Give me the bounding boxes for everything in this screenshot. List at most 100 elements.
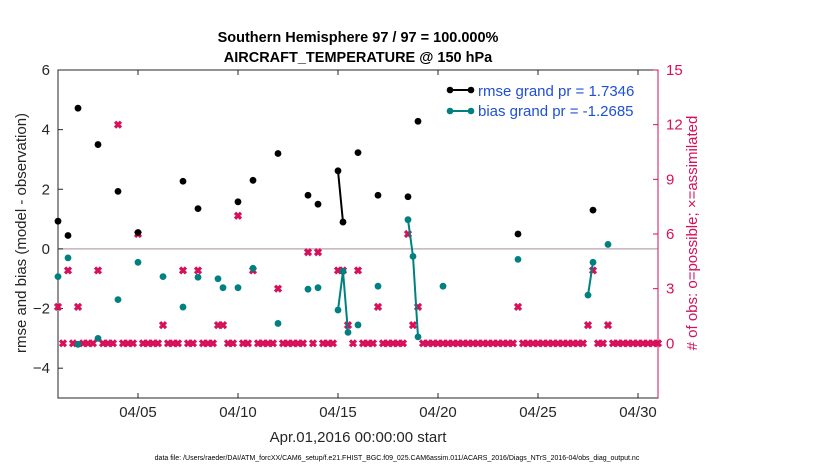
footer-datafile: data file: /Users/raeder/DAI/ATM_forcXX/… <box>155 455 640 462</box>
obs-count-marker <box>508 339 518 348</box>
obs-count-marker <box>228 339 238 348</box>
y-tick-label-left: −4 <box>33 360 50 377</box>
obs-count-marker <box>328 339 338 348</box>
rmse-point <box>404 193 412 201</box>
rmse-point <box>194 205 202 213</box>
chart-title: Southern Hemisphere 97 / 97 = 100.000% <box>218 30 499 46</box>
rmse-point <box>304 191 312 199</box>
bias-point <box>54 273 62 281</box>
x-tick-label: 04/15 <box>319 404 357 421</box>
bias-point <box>304 285 312 293</box>
rmse-point <box>94 141 102 148</box>
y-tick-label-right: 0 <box>666 335 674 352</box>
legend-bias-marker-right <box>467 107 475 115</box>
obs-count-marker <box>308 339 318 348</box>
obs-count-marker <box>413 302 423 311</box>
bias-point <box>344 329 352 336</box>
obs-count-marker <box>298 339 308 348</box>
bias-point <box>274 320 282 327</box>
obs-count-marker <box>93 266 103 275</box>
rmse-point <box>134 229 142 236</box>
x-tick-label: 04/30 <box>619 404 657 421</box>
obs-count-marker <box>268 339 278 348</box>
y-tick-label-left: −2 <box>33 301 50 318</box>
obs-count-marker <box>373 302 383 311</box>
obs-count-marker <box>153 339 163 348</box>
rmse-point <box>589 206 597 214</box>
legend-bias-marker-left <box>446 107 454 115</box>
obs-count-marker <box>188 339 198 348</box>
obs-count-marker <box>368 339 378 348</box>
bias-line-segment <box>337 271 349 333</box>
obs-count-marker <box>233 211 243 220</box>
obs-count-marker <box>583 321 593 330</box>
x-tick-label: 04/05 <box>119 404 157 421</box>
bias-point <box>219 284 227 292</box>
obs-count-marker <box>348 339 358 348</box>
bias-point <box>214 275 222 283</box>
obs-count-marker <box>73 302 83 311</box>
x-tick-label: 04/25 <box>519 404 557 421</box>
bias-point <box>74 340 82 348</box>
y-tick-label-left: 2 <box>42 181 50 198</box>
rmse-line-segment <box>337 170 344 223</box>
legend-bias-label: bias grand pr = -1.2685 <box>478 103 634 120</box>
rmse-point <box>179 177 187 185</box>
obs-count-marker <box>158 321 168 330</box>
bias-point <box>134 258 142 266</box>
bias-point <box>354 321 362 329</box>
obs-count-marker <box>63 266 73 275</box>
obs-count-marker <box>578 339 588 348</box>
bias-point <box>514 255 522 263</box>
obs-count-marker <box>193 266 203 275</box>
bias-point <box>414 333 422 341</box>
bias-point <box>114 296 122 303</box>
bias-point <box>194 273 202 281</box>
bias-point <box>314 284 322 292</box>
obs-count-marker <box>408 321 418 330</box>
rmse-point <box>334 167 342 175</box>
obs-count-marker <box>178 266 188 275</box>
obs-count-marker <box>108 339 118 348</box>
rmse-point <box>64 232 72 239</box>
rmse-point <box>54 217 62 225</box>
bias-point <box>159 273 167 281</box>
obs-count-marker <box>353 266 363 275</box>
y-axis-label-left: rmse and bias (model - observation) <box>13 113 30 353</box>
y-tick-label-right: 3 <box>666 281 674 298</box>
obs-count-marker <box>53 302 63 311</box>
bias-point <box>179 303 187 311</box>
bias-point <box>589 258 597 266</box>
obs-count-marker <box>173 339 183 348</box>
obs-count-marker <box>603 321 613 330</box>
bias-point <box>339 267 347 275</box>
obs-count-marker <box>113 120 123 129</box>
rmse-point <box>314 200 322 208</box>
bias-line-segment <box>587 262 594 296</box>
obs-count-marker <box>598 339 608 348</box>
legend-box <box>439 76 651 122</box>
rmse-point <box>354 149 362 156</box>
bias-point <box>604 241 612 248</box>
rmse-point <box>274 150 282 157</box>
bias-line-segment <box>407 219 419 337</box>
y-tick-label-right: 9 <box>666 171 674 188</box>
rmse-point <box>339 218 347 226</box>
obs-count-marker <box>513 302 523 311</box>
bias-point <box>404 216 412 224</box>
obs-count-marker <box>88 339 98 348</box>
x-axis-label: Apr.01,2016 00:00:00 start <box>270 429 448 446</box>
obs-count-marker <box>128 339 138 348</box>
x-tick-label: 04/10 <box>219 404 257 421</box>
bias-point <box>64 254 72 262</box>
y-axis-label-right: # of obs: o=possible; ×=assimilated <box>684 116 701 351</box>
y-tick-label-left: 0 <box>42 241 50 258</box>
legend-rmse-marker-left <box>446 86 454 94</box>
bias-point <box>334 306 342 314</box>
obs-count-marker <box>58 339 68 348</box>
obs-count-marker <box>313 248 323 257</box>
obs-count-marker <box>403 229 413 239</box>
y-tick-label-left: 4 <box>42 122 50 139</box>
obs-count-marker <box>653 339 663 348</box>
